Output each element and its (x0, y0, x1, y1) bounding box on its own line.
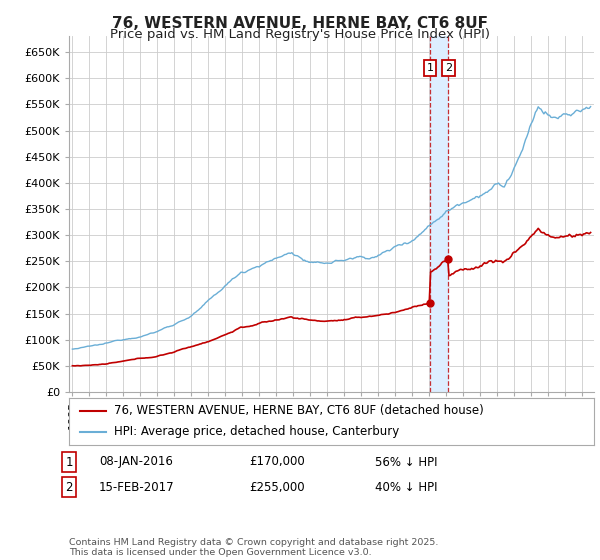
Text: 2: 2 (445, 63, 452, 73)
Text: Contains HM Land Registry data © Crown copyright and database right 2025.
This d: Contains HM Land Registry data © Crown c… (69, 538, 439, 557)
Text: Price paid vs. HM Land Registry's House Price Index (HPI): Price paid vs. HM Land Registry's House … (110, 28, 490, 41)
Text: 1: 1 (65, 455, 73, 469)
Text: 56% ↓ HPI: 56% ↓ HPI (375, 455, 437, 469)
Text: 40% ↓ HPI: 40% ↓ HPI (375, 480, 437, 494)
Bar (430, 36, 448, 392)
Text: 15-FEB-2017: 15-FEB-2017 (99, 480, 175, 494)
Text: 1: 1 (427, 63, 433, 73)
Text: 2: 2 (65, 480, 73, 494)
Text: £255,000: £255,000 (249, 480, 305, 494)
Text: HPI: Average price, detached house, Canterbury: HPI: Average price, detached house, Cant… (113, 426, 399, 438)
Text: £170,000: £170,000 (249, 455, 305, 469)
Text: 76, WESTERN AVENUE, HERNE BAY, CT6 8UF (detached house): 76, WESTERN AVENUE, HERNE BAY, CT6 8UF (… (113, 404, 484, 417)
Text: 76, WESTERN AVENUE, HERNE BAY, CT6 8UF: 76, WESTERN AVENUE, HERNE BAY, CT6 8UF (112, 16, 488, 31)
Text: 08-JAN-2016: 08-JAN-2016 (99, 455, 173, 469)
